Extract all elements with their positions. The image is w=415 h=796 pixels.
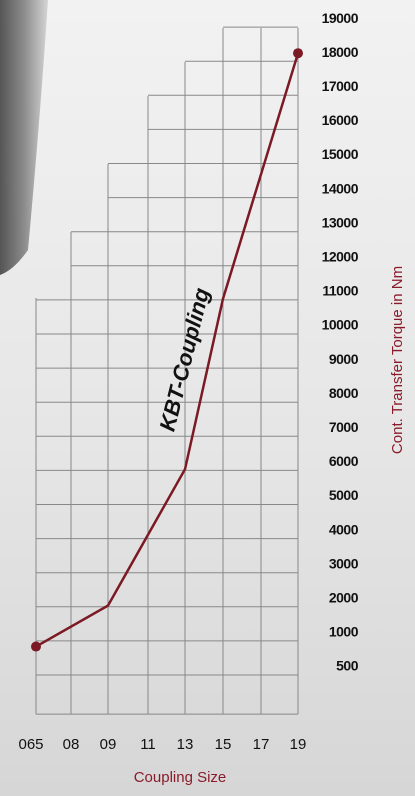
y-tick-label: 19000: [322, 10, 359, 26]
point: [31, 641, 41, 652]
x-tick-label: 17: [253, 736, 270, 753]
y-tick-label: 4000: [329, 521, 359, 537]
y-tick-label: 8000: [329, 385, 359, 401]
y-tick-label: 500: [336, 658, 359, 674]
x-tick-label: 15: [215, 736, 232, 753]
y-tick-label: 15000: [322, 146, 359, 162]
x-tick-label: 13: [177, 736, 194, 753]
y-tick-label: 3000: [329, 555, 359, 571]
x-tick-label: 08: [63, 736, 80, 753]
x-tick-label: 065: [18, 736, 43, 753]
y-tick-label: 6000: [329, 453, 359, 469]
y-tick-label: 11000: [322, 283, 358, 299]
coupling-image: [0, 0, 48, 275]
line: [35, 52, 300, 648]
y-tick-label: 18000: [322, 44, 359, 60]
y-tick-label: 12000: [322, 249, 359, 265]
grid: [35, 26, 299, 715]
x-tick-label: 19: [290, 736, 307, 753]
y-tick-label: 5000: [329, 487, 359, 503]
y-tick-label: 10000: [322, 317, 359, 333]
point: [293, 48, 303, 59]
y-axis-title: Cont. Transfer Torque in Nm: [389, 266, 406, 454]
x-tick-label: 11: [140, 736, 156, 753]
y-tick-label: 9000: [329, 351, 359, 367]
x-axis-title: Coupling Size: [134, 769, 227, 786]
y-tick-label: 7000: [329, 419, 359, 435]
y-tick-label: 2000: [329, 590, 359, 606]
x-tick-label: 09: [100, 736, 117, 753]
y-tick-label: 14000: [322, 180, 359, 196]
y-tick-label: 17000: [322, 78, 359, 94]
y-tick-label: 16000: [322, 112, 359, 128]
y-tick-label: 13000: [322, 214, 359, 230]
y-tick-label: 1000: [329, 624, 359, 640]
